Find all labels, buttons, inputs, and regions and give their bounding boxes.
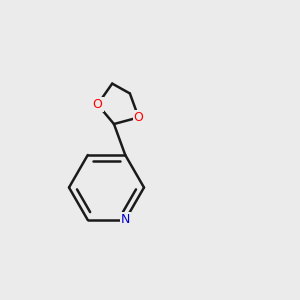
Text: O: O (93, 98, 103, 111)
Text: N: N (121, 214, 130, 226)
Text: O: O (134, 111, 143, 124)
